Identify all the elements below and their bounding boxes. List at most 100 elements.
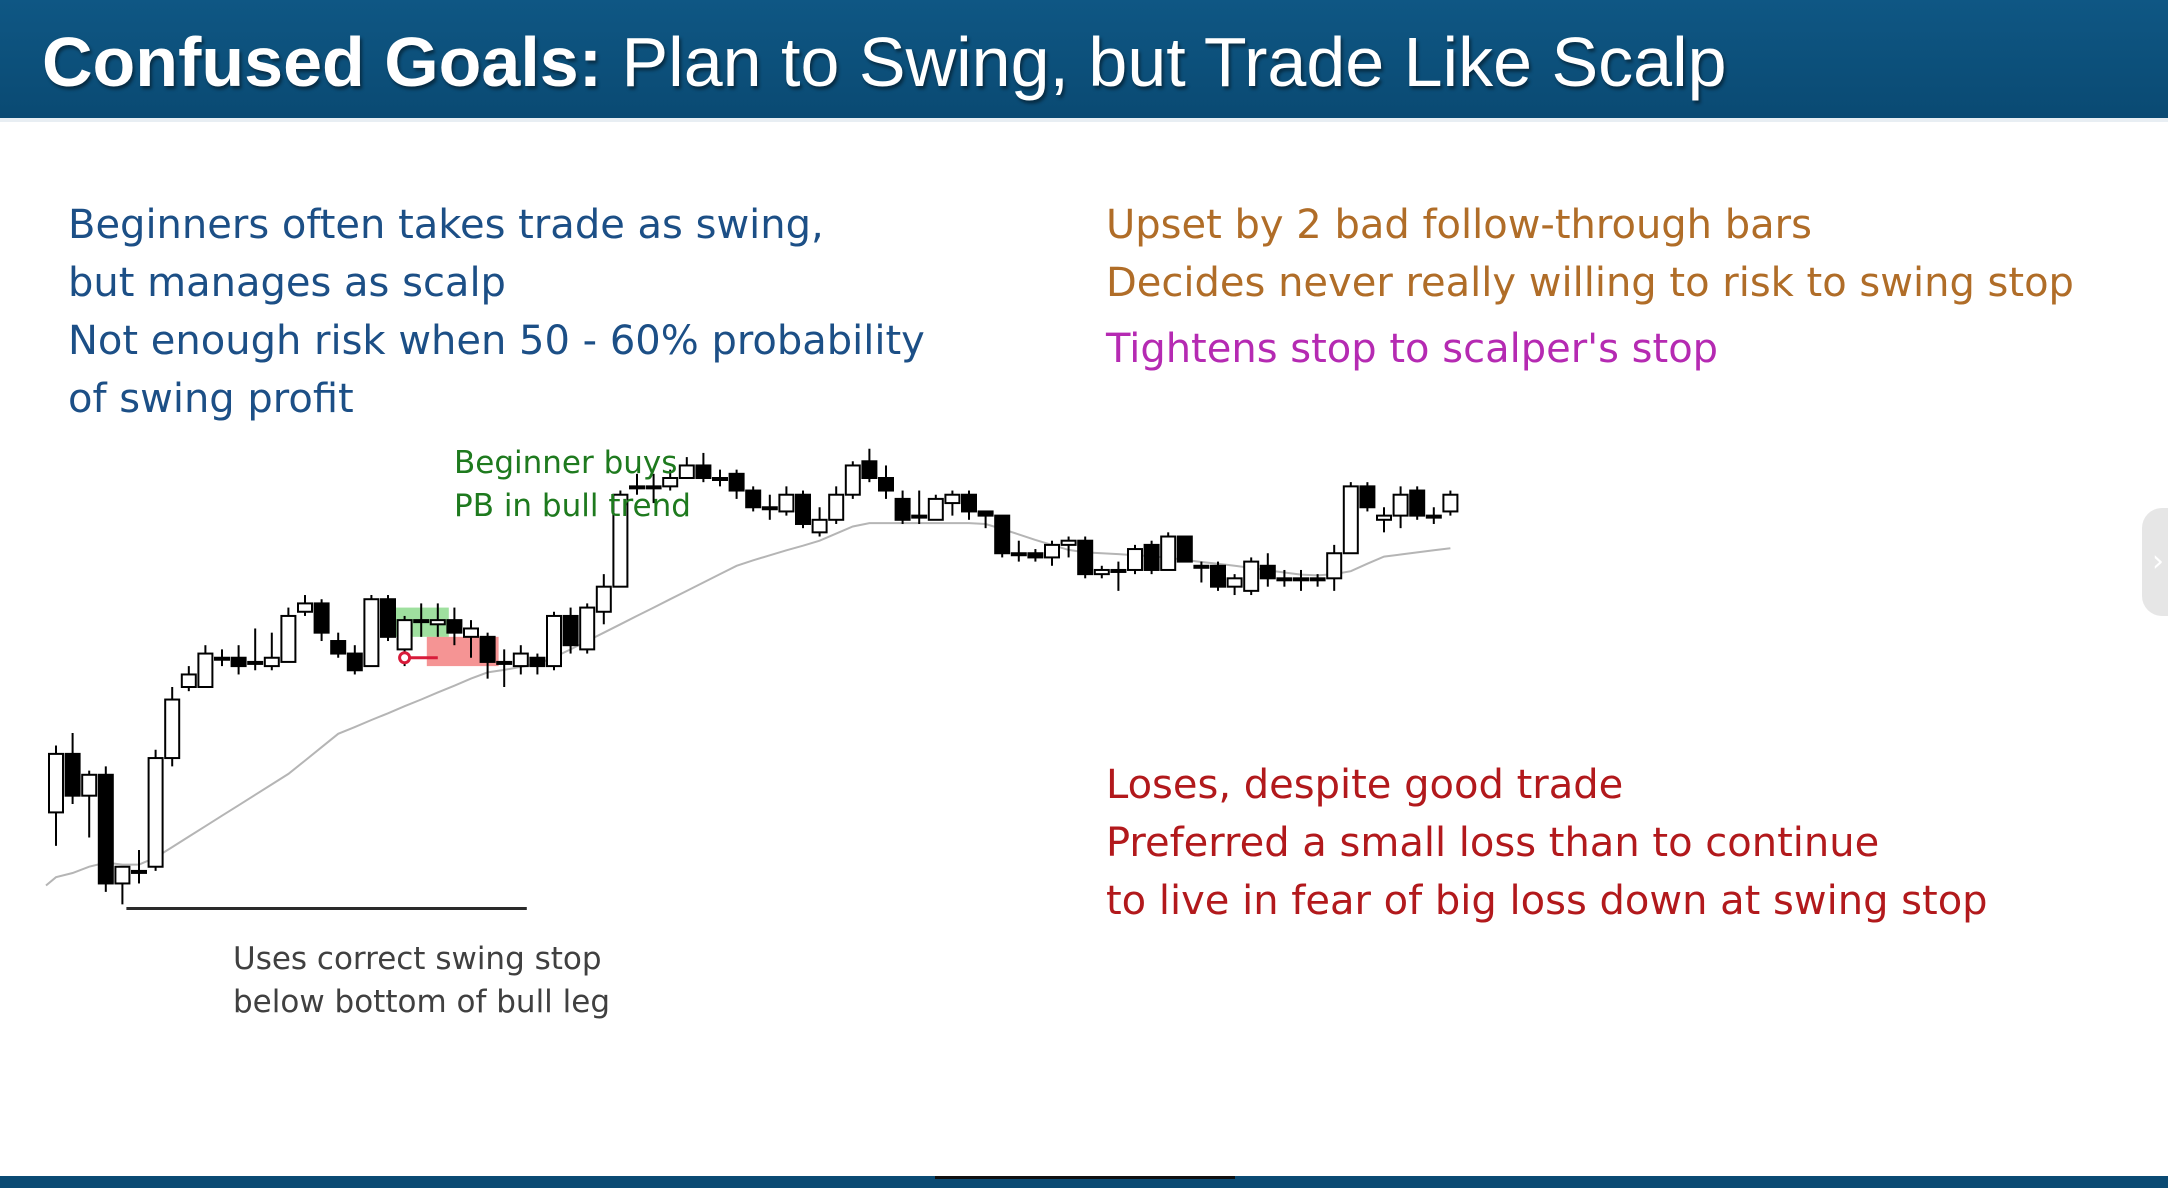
loses-note-line: Loses, despite good trade xyxy=(1106,762,1624,808)
candle-bull xyxy=(678,464,695,479)
candle-bull xyxy=(363,598,380,668)
candle-bear xyxy=(346,652,363,672)
loses-note-line: Preferred a small loss than to continue xyxy=(1106,820,1880,866)
loses-note-line: to live in fear of big loss down at swin… xyxy=(1106,878,1988,924)
candle-bull xyxy=(1060,539,1077,546)
candle-bull xyxy=(546,614,562,668)
candle-bear xyxy=(695,464,712,479)
candle-bull xyxy=(1160,535,1177,571)
left-note-line: but manages as scalp xyxy=(68,260,506,306)
candle-bull xyxy=(1127,548,1143,571)
candle-bear xyxy=(131,869,147,874)
candle-bull xyxy=(81,773,98,797)
candle-bull xyxy=(164,698,181,760)
candle-bull xyxy=(811,518,828,534)
side-panel-toggle[interactable]: › xyxy=(2142,508,2168,616)
candle-bull xyxy=(944,493,961,505)
candle-bear xyxy=(1425,514,1442,519)
candle-bull xyxy=(1226,577,1243,588)
swing-stop-line: Uses correct swing stop xyxy=(233,941,602,977)
slide-title: Confused Goals: Plan to Swing, but Trade… xyxy=(42,20,1727,104)
candle-bull xyxy=(263,656,280,668)
candle-bear xyxy=(1309,577,1326,582)
candle-bull xyxy=(1243,560,1260,592)
candle-bear xyxy=(894,497,911,521)
candle-bull xyxy=(114,865,131,885)
moving-average-line xyxy=(45,522,1451,887)
candle-bear xyxy=(380,598,396,638)
candle-bear xyxy=(1027,552,1044,559)
candle-bear xyxy=(795,493,811,525)
candle-bear xyxy=(496,660,513,665)
swing-stop-line: below bottom of bull leg xyxy=(233,984,611,1020)
left-note-line: Not enough risk when 50 - 60% probabilit… xyxy=(68,318,925,364)
candle-bull xyxy=(1326,552,1343,580)
candle-bull xyxy=(1044,543,1060,559)
candle-bear xyxy=(629,485,645,490)
candle-bull xyxy=(147,757,164,868)
left-note-line: Beginners often takes trade as swing, xyxy=(68,202,824,248)
candle-bear xyxy=(1409,489,1426,517)
swing-stop-label: Uses correct swing stop below bottom of … xyxy=(233,938,610,1024)
candle-bear xyxy=(413,619,430,624)
tighten-note: Tightens stop to scalper's stop xyxy=(1106,320,1718,378)
candle-bear xyxy=(313,602,330,634)
candle-bull xyxy=(927,497,944,521)
candle-bull xyxy=(612,493,629,588)
upset-note-line: Upset by 2 bad follow-through bars xyxy=(1106,202,1812,248)
candle-bear xyxy=(479,635,496,663)
upset-note-line: Decides never really willing to risk to … xyxy=(1106,260,2074,306)
candle-bear xyxy=(64,752,81,797)
candle-bear xyxy=(97,773,114,885)
candle-bull xyxy=(1342,485,1359,555)
candle-bull xyxy=(48,752,64,814)
candle-bear xyxy=(1259,564,1276,580)
beginner-buys-label: Beginner buys PB in bull trend xyxy=(454,442,691,528)
candle-bull xyxy=(280,614,297,663)
candle-bull xyxy=(844,464,861,496)
candle-bull xyxy=(396,619,413,651)
candle-bull xyxy=(512,652,529,668)
candle-bear xyxy=(247,660,264,665)
loses-note: Loses, despite good trade Preferred a sm… xyxy=(1106,756,1988,930)
bottom-bar xyxy=(0,1176,2168,1188)
tight-stop-marker xyxy=(398,651,412,665)
candle-bull xyxy=(1392,493,1409,517)
candle-bear xyxy=(761,506,778,511)
candle-bull xyxy=(1442,493,1459,513)
candle-bull xyxy=(180,673,197,689)
candle-bull xyxy=(463,627,479,638)
candle-bear xyxy=(911,514,928,519)
candle-bull xyxy=(1376,514,1392,521)
slide-title-rest: Plan to Swing, but Trade Like Scalp xyxy=(602,23,1727,101)
beginner-buys-line: PB in bull trend xyxy=(454,488,691,524)
chevron-right-icon: › xyxy=(2152,544,2164,579)
candle-bear xyxy=(1176,535,1193,563)
candle-bear xyxy=(230,656,247,668)
candle-bull xyxy=(429,619,446,626)
candle-bear xyxy=(878,477,894,492)
candle-bull xyxy=(197,652,214,688)
candle-bull xyxy=(595,585,612,613)
left-note: Beginners often takes trade as swing, bu… xyxy=(68,196,925,428)
candle-bear xyxy=(1210,564,1226,588)
candle-bear xyxy=(977,510,994,517)
candle-bull xyxy=(662,477,679,488)
candle-bull xyxy=(778,493,795,513)
candle-bear xyxy=(728,472,745,492)
candle-bull xyxy=(1093,568,1110,576)
candle-bear xyxy=(330,640,347,655)
candle-bear xyxy=(994,514,1011,555)
tighten-note-line: Tightens stop to scalper's stop xyxy=(1106,326,1719,372)
left-note-line: of swing profit xyxy=(68,376,354,422)
beginner-buys-line: Beginner buys xyxy=(454,445,678,481)
candle-bull xyxy=(828,493,845,521)
candle-bear xyxy=(745,489,762,509)
candle-bear xyxy=(1010,552,1027,557)
candle-bear xyxy=(1276,577,1293,582)
upset-note: Upset by 2 bad follow-through bars Decid… xyxy=(1106,196,2074,312)
candle-bear xyxy=(1143,543,1160,571)
candle-bear xyxy=(214,656,230,661)
candle-bear xyxy=(861,460,878,479)
